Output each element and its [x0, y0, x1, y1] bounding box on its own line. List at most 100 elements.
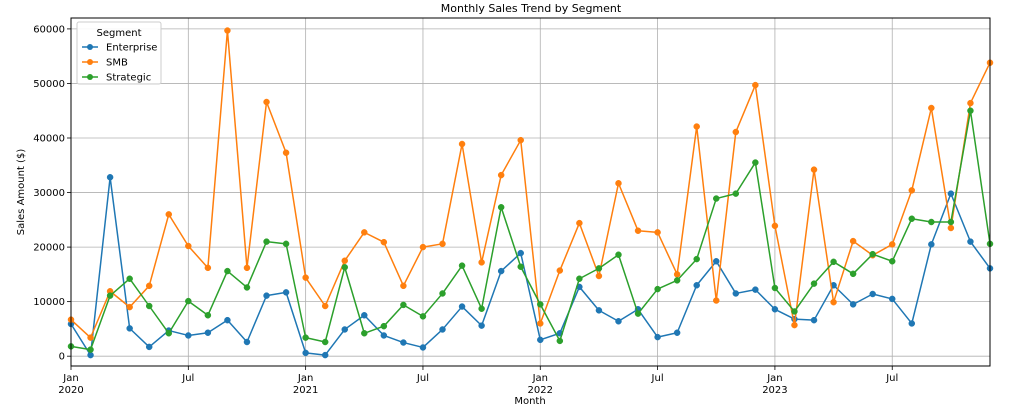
data-point-enterprise: [185, 332, 192, 339]
data-point-smb: [282, 149, 290, 156]
data-point-smb: [713, 297, 720, 304]
data-point-strategic: [126, 275, 133, 282]
y-tick-label: 50000: [33, 79, 65, 90]
y-tick-label: 60000: [33, 24, 65, 35]
data-point-smb: [165, 211, 173, 218]
data-point-smb: [595, 272, 603, 280]
x-tick-label: Jul: [181, 373, 194, 384]
data-point-smb: [556, 267, 564, 274]
data-point-enterprise: [869, 290, 876, 298]
x-tick-label: Jul: [416, 373, 429, 384]
data-point-enterprise: [224, 316, 231, 324]
legend-swatch-marker-enterprise: [87, 44, 93, 50]
data-point-enterprise: [341, 326, 348, 333]
data-point-strategic: [771, 284, 779, 292]
data-point-enterprise: [106, 174, 114, 181]
data-point-smb: [634, 227, 642, 234]
data-point-strategic: [302, 334, 309, 341]
legend-swatch-marker-smb: [87, 59, 93, 65]
data-point-strategic: [478, 305, 485, 312]
data-point-smb: [517, 136, 524, 144]
y-axis-label: Sales Amount ($): [16, 149, 27, 236]
data-point-strategic: [849, 270, 857, 278]
data-point-strategic: [537, 301, 544, 308]
y-tick-label: 0: [59, 352, 65, 363]
data-point-strategic: [224, 267, 231, 275]
data-point-enterprise: [654, 333, 661, 341]
data-point-enterprise: [302, 349, 309, 357]
legend-items: Enterprise SMB Strategic: [82, 43, 157, 84]
data-point-smb: [302, 274, 309, 281]
data-point-strategic: [830, 258, 837, 266]
data-point-smb: [478, 259, 485, 266]
data-point-enterprise: [947, 190, 955, 197]
data-point-enterprise: [615, 318, 622, 325]
y-axis: 0 10000 20000 30000 40000 50000 60000: [33, 24, 71, 363]
data-point-strategic: [713, 195, 720, 202]
data-point-strategic: [810, 280, 818, 287]
series-line-strategic: [70, 109, 991, 351]
data-point-enterprise: [204, 329, 212, 336]
data-point-smb: [361, 229, 368, 236]
plot-frame: [70, 17, 991, 367]
data-point-strategic: [869, 250, 876, 258]
data-point-smb: [400, 282, 407, 290]
data-point-smb: [673, 271, 681, 278]
data-point-smb: [497, 171, 505, 179]
data-point-smb: [947, 224, 955, 232]
data-point-strategic: [165, 330, 173, 337]
data-point-strategic: [419, 313, 427, 320]
x-tick-label: Jan: [62, 373, 78, 384]
data-point-smb: [654, 229, 661, 236]
data-point-enterprise: [888, 295, 896, 303]
data-point-enterprise: [967, 238, 974, 245]
data-point-smb: [576, 219, 583, 227]
data-point-smb: [263, 98, 270, 106]
data-point-smb: [967, 99, 974, 107]
series-line-smb: [70, 29, 991, 339]
legend-swatch-marker-strategic: [87, 74, 93, 80]
data-point-strategic: [888, 258, 896, 265]
data-point-enterprise: [497, 267, 505, 275]
data-point-enterprise: [263, 292, 270, 299]
data-point-strategic: [752, 159, 759, 166]
data-point-strategic: [321, 338, 329, 346]
data-point-smb: [341, 257, 348, 264]
data-point-strategic: [341, 264, 348, 271]
data-point-strategic: [556, 337, 564, 345]
data-point-strategic: [106, 292, 114, 299]
data-point-strategic: [185, 297, 192, 305]
data-point-smb: [419, 243, 427, 251]
data-point-enterprise: [810, 316, 818, 324]
legend-title: Segment: [97, 28, 142, 39]
series-line-enterprise: [70, 176, 991, 356]
x-tick-year-label: 2021: [293, 385, 318, 396]
data-point-strategic: [243, 284, 251, 291]
data-point-strategic: [87, 346, 94, 353]
data-point-smb: [439, 240, 446, 248]
data-point-enterprise: [361, 312, 368, 319]
data-point-smb: [243, 264, 251, 272]
data-point-smb: [615, 180, 622, 187]
data-point-strategic: [263, 238, 270, 245]
data-point-strategic: [947, 218, 955, 226]
x-tick-year-label: 2023: [762, 385, 787, 396]
data-point-smb: [145, 282, 153, 290]
data-point-enterprise: [145, 343, 153, 351]
data-point-strategic: [439, 290, 446, 297]
data-point-strategic: [615, 251, 622, 258]
data-point-strategic: [693, 255, 700, 263]
x-tick-label: Jul: [651, 373, 664, 384]
data-point-enterprise: [673, 329, 681, 336]
data-point-smb: [185, 242, 192, 250]
data-point-smb: [888, 241, 896, 248]
data-point-smb: [204, 264, 212, 272]
data-point-strategic: [967, 107, 974, 114]
data-point-strategic: [732, 190, 740, 197]
x-tick-year-label: 2020: [58, 385, 83, 396]
data-point-enterprise: [126, 325, 133, 332]
y-tick-label: 30000: [33, 188, 65, 199]
y-tick-label: 40000: [33, 134, 65, 145]
